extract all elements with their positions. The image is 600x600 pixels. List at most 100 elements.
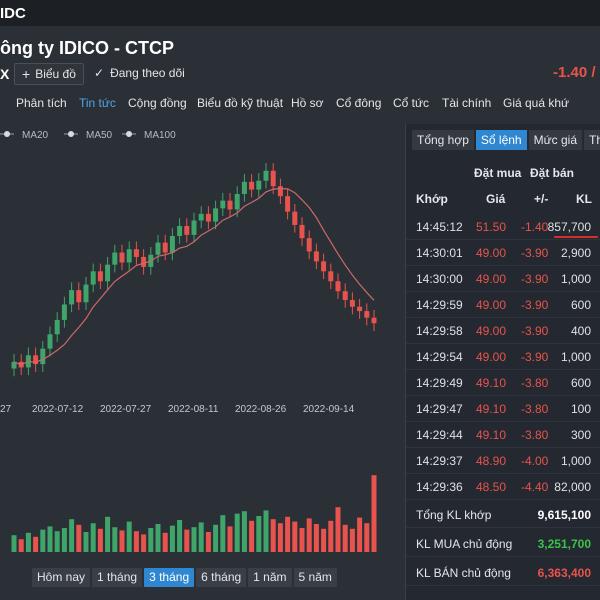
range-button[interactable]: 5 năm <box>293 568 337 587</box>
nav-tab[interactable]: Phân tích <box>16 96 67 110</box>
trade-price: 49.10 <box>476 428 507 442</box>
trade-price: 49.10 <box>476 402 507 416</box>
check-icon: ✓ <box>94 66 105 80</box>
volume-bar <box>155 524 161 552</box>
summary-label: Tổng KL khớp <box>416 508 492 522</box>
candle <box>40 348 46 365</box>
volume-bar <box>184 529 190 552</box>
range-button[interactable]: 3 tháng <box>144 568 195 587</box>
candle <box>321 261 327 272</box>
trade-chg: -4.40 <box>521 480 549 494</box>
trade-chg: -4.00 <box>521 454 549 468</box>
range-button[interactable]: 1 tháng <box>92 568 143 587</box>
candle <box>306 238 312 252</box>
candle <box>133 249 139 257</box>
trade-row: 14:29:37 48.90 -4.00 1,000 <box>406 448 600 474</box>
volume-bar <box>76 524 82 552</box>
summary-label: KL MUA chủ động <box>416 537 513 551</box>
candle <box>184 226 190 235</box>
nav-tab[interactable]: Cổ đông <box>336 96 382 110</box>
nav-tab[interactable]: Cộng đồng <box>128 96 187 110</box>
volume-bar <box>141 534 147 552</box>
nav-tab[interactable]: Cổ tức <box>393 96 430 110</box>
candle <box>54 319 60 335</box>
range-button[interactable]: 1 năm <box>248 568 292 587</box>
candle <box>191 220 197 235</box>
legend-label: MA100 <box>144 130 176 141</box>
candle <box>105 264 111 282</box>
volume-bar <box>54 531 60 552</box>
volume-bar <box>133 531 139 552</box>
volume-bar <box>213 524 219 552</box>
trade-row: 14:29:49 49.10 -3.80 600 <box>406 370 600 396</box>
candle <box>169 235 175 253</box>
nav-tab[interactable]: Biểu đồ kỹ thuật <box>197 96 284 110</box>
nav-tab[interactable]: Giá quá khứ <box>503 96 570 110</box>
trade-time: 14:29:47 <box>416 402 463 416</box>
range-button[interactable]: 6 tháng <box>196 568 247 587</box>
group-buy-label: Đặt mua <box>474 166 522 180</box>
trade-vol: 400 <box>570 324 591 338</box>
candle <box>213 208 219 222</box>
trade-time: 14:30:01 <box>416 246 463 260</box>
follow-toggle[interactable]: ✓ Đang theo dõi <box>94 66 185 80</box>
panel-tab[interactable]: Mức giá <box>528 130 582 150</box>
candle <box>220 200 226 209</box>
range-button[interactable]: Hôm nay <box>32 568 91 587</box>
volume-bar <box>90 523 96 552</box>
volume-bar <box>299 528 305 552</box>
trade-price: 48.50 <box>476 480 507 494</box>
legend-label: MA20 <box>22 130 49 141</box>
brand-logo[interactable]: IDC <box>0 5 26 22</box>
candle <box>177 226 183 236</box>
summary-label: KL BÁN chủ động <box>416 566 511 580</box>
volume-bar <box>241 511 247 552</box>
candle <box>270 170 276 187</box>
candle <box>112 252 118 265</box>
candle <box>76 290 82 303</box>
panel-tab[interactable]: Sổ lệnh <box>475 130 527 150</box>
highlight-underline <box>554 236 598 238</box>
candle <box>371 317 377 324</box>
nav-tab[interactable]: Hồ sơ <box>291 96 324 110</box>
price-chart[interactable]: MA20 MA50 MA100 27 2022-07-12 2022-07-27 2022-… <box>0 124 405 564</box>
volume-bar <box>227 526 233 552</box>
panel-tab[interactable]: Tổng hợp <box>412 130 474 150</box>
nav-tab[interactable]: Tin tức <box>79 96 116 110</box>
summary-row: KL MUA chủ động 3,251,700 <box>406 529 600 557</box>
volume-bar <box>292 521 298 552</box>
col-volume: KL <box>576 192 592 206</box>
panel-tab[interactable]: Thố <box>584 130 600 150</box>
volume-bar <box>119 530 125 552</box>
volume-bar <box>357 517 363 552</box>
trade-row: 14:30:01 49.00 -3.90 2,900 <box>406 240 600 266</box>
candle <box>342 291 348 301</box>
summary-value: 6,363,400 <box>537 566 591 580</box>
candle <box>90 271 96 285</box>
volume-bar <box>277 523 283 552</box>
col-change: +/- <box>534 192 549 206</box>
volume-bar <box>321 528 327 552</box>
candle <box>83 284 89 303</box>
chart-button[interactable]: + Biểu đồ <box>14 63 84 85</box>
plus-icon: + <box>22 66 31 82</box>
nav-tab[interactable]: Tài chính <box>442 96 492 110</box>
candle <box>61 304 67 320</box>
trade-chg: -3.90 <box>521 298 549 312</box>
candle <box>292 211 298 225</box>
trade-vol: 100 <box>570 402 591 416</box>
candle <box>313 251 319 262</box>
candle <box>119 252 125 263</box>
volume-bar <box>61 528 67 552</box>
volume-bar <box>285 516 291 552</box>
candle <box>277 186 283 197</box>
trade-price: 49.00 <box>476 272 507 286</box>
trade-chg: -3.80 <box>521 428 549 442</box>
volume-bar <box>220 515 226 552</box>
candle <box>11 361 17 369</box>
legend-dot <box>68 131 74 137</box>
x-tick-label: 2022-07-27 <box>100 404 152 415</box>
trade-time: 14:29:37 <box>416 454 463 468</box>
candle <box>357 306 363 312</box>
trade-time: 14:29:49 <box>416 376 463 390</box>
